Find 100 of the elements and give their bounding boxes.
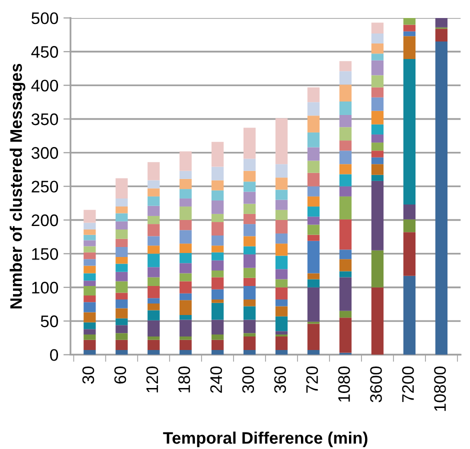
bar <box>307 147 320 161</box>
bar <box>339 101 352 115</box>
bar <box>212 260 224 271</box>
bar <box>339 277 352 311</box>
bar <box>84 273 96 281</box>
bar <box>148 277 160 286</box>
x-tick-label: 30 <box>82 366 94 384</box>
x-tick-label: 7200 <box>402 366 414 402</box>
y-axis-title: Number of clustered Messages <box>10 64 26 308</box>
bar <box>148 206 160 216</box>
bar <box>243 254 256 268</box>
bar <box>371 142 384 151</box>
bar <box>275 306 288 316</box>
bar <box>148 298 160 304</box>
bar <box>116 299 128 308</box>
bar <box>180 170 192 179</box>
bar <box>148 286 160 298</box>
bar <box>116 238 128 247</box>
bar <box>275 164 288 178</box>
bar <box>180 244 192 254</box>
bar <box>84 334 96 340</box>
bar <box>243 236 256 246</box>
bar <box>148 267 160 278</box>
bar <box>307 216 320 225</box>
bar <box>275 336 288 350</box>
bar <box>180 336 192 340</box>
bar <box>180 281 192 294</box>
bar <box>403 18 416 25</box>
y-tick-label: 400 <box>31 80 58 92</box>
bar <box>84 350 96 355</box>
bar <box>180 340 192 350</box>
bar <box>339 71 352 85</box>
bar <box>275 233 288 244</box>
x-tick-label: 60 <box>114 366 126 384</box>
bar <box>243 336 256 350</box>
bar <box>116 340 128 350</box>
bar <box>243 204 256 214</box>
bar <box>116 272 128 282</box>
bar <box>307 132 320 148</box>
bar <box>339 310 352 318</box>
bar <box>212 302 224 320</box>
y-tick-label: 450 <box>31 46 58 58</box>
bar <box>403 59 416 205</box>
bar <box>243 182 256 192</box>
bar <box>212 166 224 180</box>
bar <box>371 180 384 250</box>
bar <box>339 61 352 72</box>
bar <box>371 134 384 143</box>
bar <box>371 54 384 60</box>
bar <box>275 220 288 234</box>
y-tick-label: 50 <box>40 315 58 328</box>
bar <box>243 306 256 320</box>
bar <box>212 350 224 355</box>
bar <box>212 340 224 350</box>
bar <box>84 295 96 302</box>
bar <box>307 224 320 235</box>
y-tick-label: 100 <box>32 282 58 294</box>
y-tick-label: 300 <box>32 147 58 159</box>
bar <box>180 206 192 220</box>
bar <box>148 162 160 180</box>
bar <box>180 220 192 230</box>
bar <box>243 192 256 204</box>
bar <box>307 186 320 196</box>
bar <box>339 127 352 141</box>
bar <box>148 310 160 320</box>
bar <box>307 324 320 350</box>
x-tick-label: 1080 <box>338 366 350 402</box>
bar <box>148 246 160 254</box>
bar <box>307 279 320 288</box>
bar <box>84 259 96 266</box>
bar <box>275 118 288 164</box>
bar <box>243 286 256 300</box>
bar <box>403 232 416 276</box>
bar <box>116 257 128 264</box>
bar <box>84 266 96 274</box>
bar <box>275 178 288 190</box>
x-tick-label: 10800 <box>434 366 446 411</box>
y-tick-label: 350 <box>32 113 58 126</box>
bar <box>371 124 384 134</box>
bar <box>116 221 128 230</box>
y-tick-label: 250 <box>32 180 58 193</box>
bar <box>403 276 416 355</box>
bar <box>148 350 160 355</box>
bar <box>84 240 96 246</box>
bar <box>243 333 256 337</box>
bar <box>275 279 288 288</box>
bar <box>148 254 160 268</box>
bar <box>116 333 128 340</box>
bar <box>243 350 256 355</box>
bar <box>371 75 384 88</box>
bar <box>84 340 96 350</box>
bar <box>84 312 96 322</box>
bar <box>275 331 288 335</box>
bar <box>116 308 128 318</box>
bar <box>116 178 128 198</box>
bar <box>180 293 192 300</box>
bar <box>371 97 384 111</box>
bar <box>403 204 416 220</box>
bar <box>116 213 128 222</box>
bar <box>275 350 288 355</box>
